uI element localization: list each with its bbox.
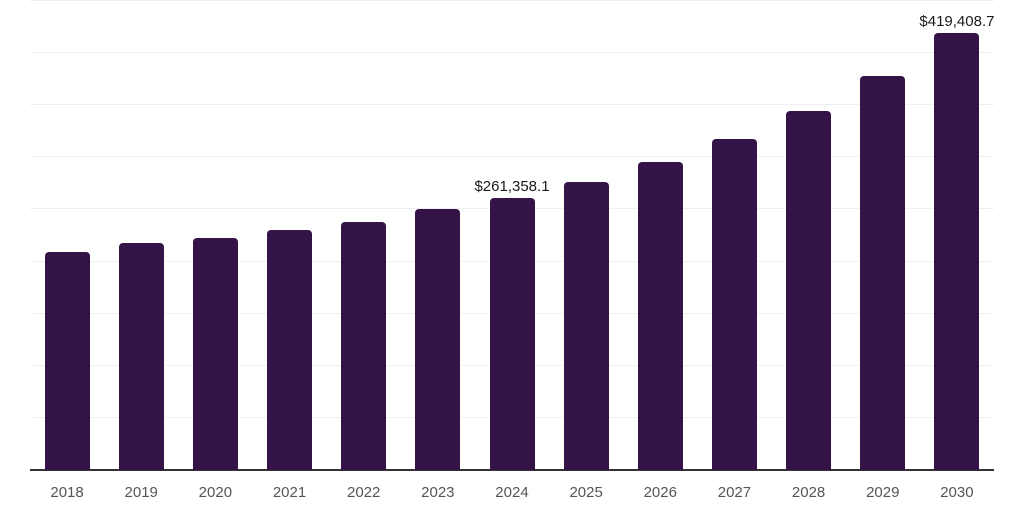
bar-2029 [860, 76, 906, 470]
bar-2023 [415, 209, 461, 470]
bar-2019 [118, 243, 164, 470]
x-tick-2030: 2030 [940, 484, 974, 501]
bar-2026 [637, 161, 683, 470]
bar-2025 [563, 181, 609, 470]
x-tick-2018: 2018 [50, 484, 84, 501]
bar-2020 [192, 238, 238, 470]
x-axis-labels: 2018 2019 2020 2021 2022 2023 2024 2025 2026 2027… [30, 482, 994, 504]
bar-2018 [44, 252, 90, 470]
data-label-2024: $261,358.1 [474, 177, 550, 195]
x-tick-2025: 2025 [569, 484, 603, 501]
bar-2021 [267, 230, 313, 470]
bar-2024 [489, 197, 535, 470]
gridline [30, 156, 994, 158]
bar-2028 [786, 111, 832, 470]
gridline [30, 104, 994, 106]
x-tick-2026: 2026 [643, 484, 677, 501]
x-tick-2028: 2028 [791, 484, 826, 501]
x-tick-2022: 2022 [346, 484, 381, 501]
bar-2030 [934, 32, 980, 470]
data-label-2030: $419,408.7 [919, 12, 995, 30]
gridline [30, 0, 994, 1]
x-tick-2027: 2027 [717, 484, 752, 501]
x-tick-2019: 2019 [124, 484, 158, 501]
x-tick-2020: 2020 [198, 484, 233, 501]
plot-area: $261,358.1 $419,408.7 [30, 0, 995, 471]
x-tick-2023: 2023 [421, 484, 455, 501]
bar-2027 [711, 138, 757, 470]
gridline [30, 52, 994, 54]
x-tick-2021: 2021 [272, 484, 307, 501]
x-tick-2024: 2024 [495, 484, 529, 501]
bar-2022 [341, 222, 387, 470]
x-axis-line [30, 469, 994, 471]
x-tick-2029: 2029 [866, 484, 900, 501]
